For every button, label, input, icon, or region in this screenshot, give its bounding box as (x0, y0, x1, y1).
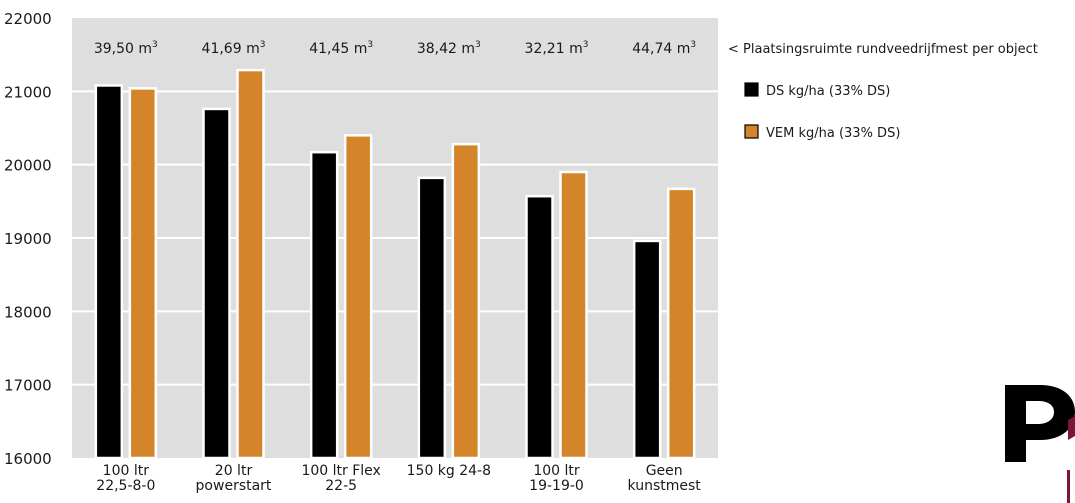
y-tick-label: 19000 (4, 230, 52, 248)
legend-label: VEM kg/ha (33% DS) (766, 126, 900, 141)
y-tick-label: 22000 (4, 10, 52, 28)
bar-ds (632, 239, 662, 460)
y-tick-label: 21000 (4, 83, 52, 101)
x-tick-label: 100 ltr (533, 463, 580, 479)
x-tick-label: Geen (646, 463, 683, 479)
bar-ds (309, 150, 339, 460)
y-axis: 16000 17000 18000 19000 20000 21000 22000 (4, 10, 52, 468)
bar-ds (417, 176, 447, 460)
y-tick-label: 16000 (4, 450, 52, 468)
bar-vem (666, 187, 696, 460)
x-tick-label: 150 kg 24-8 (407, 463, 491, 479)
annotation-caption: < Plaatsingsruimte rundveedrijfmest per … (728, 42, 1038, 57)
legend-label: DS kg/ha (33% DS) (766, 84, 890, 99)
legend: DS kg/ha (33% DS) VEM kg/ha (33% DS) (744, 82, 900, 141)
x-tick-label: 19-19-0 (529, 478, 584, 494)
bar-ds (202, 107, 231, 460)
brand-logo (1005, 385, 1075, 503)
volume-label: 32,21 m3 (525, 40, 589, 57)
volume-annotations: 39,50 m3 41,69 m3 41,45 m3 38,42 m3 32,21 m3… (94, 40, 696, 57)
volume-label: 44,74 m3 (632, 40, 696, 57)
x-tick-label: kunstmest (628, 478, 702, 494)
bar-vem (451, 142, 481, 460)
x-tick-label: 22,5-8-0 (96, 478, 155, 494)
gridlines (72, 90, 718, 386)
x-tick-label: 20 ltr (215, 463, 253, 479)
x-tick-label: 22-5 (325, 478, 357, 494)
y-tick-label: 20000 (4, 157, 52, 175)
volume-label: 41,45 m3 (309, 40, 373, 57)
legend-swatch (744, 124, 759, 139)
y-tick-label: 17000 (4, 377, 52, 395)
bar-vem (559, 170, 588, 460)
bar-ds (94, 84, 124, 460)
bar-vem (128, 87, 158, 460)
bar-vem (236, 68, 265, 460)
volume-label: 41,69 m3 (202, 40, 266, 57)
x-tick-label: 100 ltr (103, 463, 150, 479)
bars (94, 68, 696, 460)
volume-label: 38,42 m3 (417, 40, 481, 57)
bar-ds (525, 194, 554, 460)
legend-swatch (744, 82, 759, 97)
bar-vem (343, 134, 373, 460)
x-tick-label: powerstart (196, 478, 272, 494)
x-tick-label: 100 ltr Flex (301, 463, 380, 479)
y-tick-label: 18000 (4, 303, 52, 321)
volume-label: 39,50 m3 (94, 40, 158, 57)
